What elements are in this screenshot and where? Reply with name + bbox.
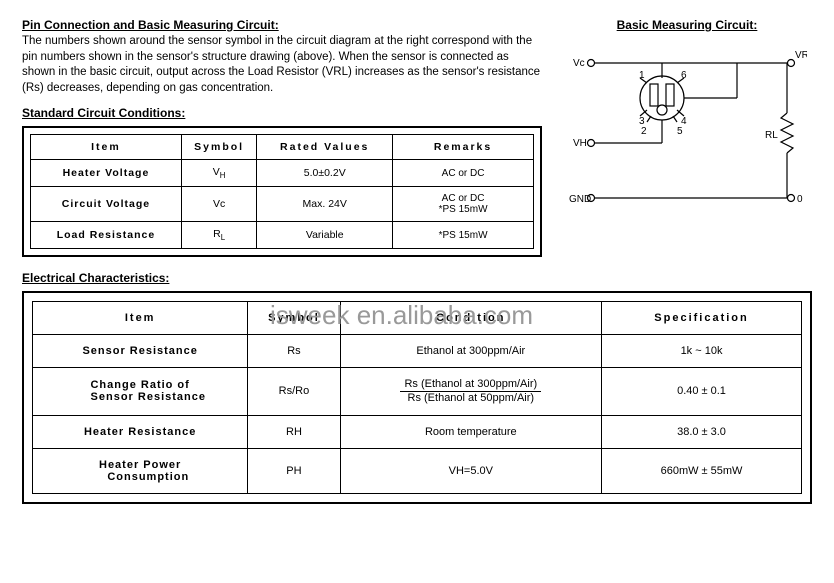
table1-frame: ItemSymbolRated ValuesRemarks Heater Vol… — [22, 126, 542, 257]
label-vh: VH — [573, 138, 587, 149]
t2-header: Specification — [602, 302, 802, 335]
label-rl: RL — [765, 130, 778, 141]
table-row: Heater Power ConsumptionPHVH=5.0V660mW ±… — [33, 448, 802, 493]
t2-header: Condition — [340, 302, 601, 335]
t2-header: Item — [33, 302, 248, 335]
label-zero: 0 — [797, 194, 803, 205]
t2-header: Symbol — [248, 302, 340, 335]
std-circuit-table: ItemSymbolRated ValuesRemarks Heater Vol… — [30, 134, 534, 249]
table2-frame: ItemSymbolConditionSpecification Sensor … — [22, 291, 812, 503]
heading-std: Standard Circuit Conditions: — [22, 106, 542, 120]
t1-header: Item — [31, 135, 182, 160]
t1-header: Symbol — [181, 135, 256, 160]
table-row: Load ResistanceRLVariable*PS 15mW — [31, 222, 534, 249]
table-row: Sensor ResistanceRsEthanol at 300ppm/Air… — [33, 335, 802, 368]
circuit-diagram: Vc VRL VH RL GND 0 1 6 3 4 2 5 — [567, 38, 807, 223]
table-row: Heater ResistanceRHRoom temperature38.0 … — [33, 415, 802, 448]
electrical-table: ItemSymbolConditionSpecification Sensor … — [32, 301, 802, 493]
heading-circuit: Basic Measuring Circuit: — [562, 18, 812, 32]
heading-elec: Electrical Characteristics: — [22, 271, 812, 285]
label-vc: Vc — [573, 58, 585, 69]
svg-text:6: 6 — [681, 70, 687, 81]
label-vrl: VRL — [795, 50, 807, 61]
label-gnd: GND — [569, 194, 591, 205]
svg-text:5: 5 — [677, 126, 683, 137]
table-row: Circuit VoltageVcMax. 24VAC or DC*PS 15m… — [31, 187, 534, 222]
t1-header: Remarks — [393, 135, 534, 160]
table-row: Heater VoltageVH5.0±0.2VAC or DC — [31, 160, 534, 187]
svg-text:2: 2 — [641, 126, 647, 137]
t1-header: Rated Values — [257, 135, 393, 160]
table-row: Change Ratio of Sensor ResistanceRs/RoRs… — [33, 368, 802, 415]
heading-pin: Pin Connection and Basic Measuring Circu… — [22, 18, 542, 32]
svg-text:1: 1 — [639, 70, 645, 81]
intro-paragraph: The numbers shown around the sensor symb… — [22, 34, 542, 96]
